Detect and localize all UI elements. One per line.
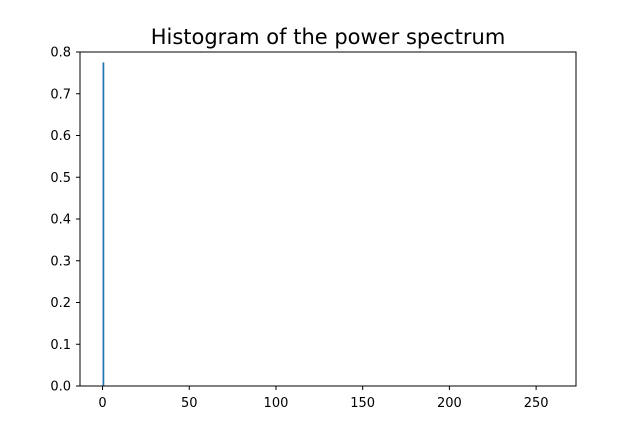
y-tick-label: 0.4 [50, 213, 71, 228]
chart-title: Histogram of the power spectrum [151, 25, 506, 49]
x-tick-label: 50 [181, 396, 198, 411]
x-axis: 0 50 100 150 200 250 [98, 386, 549, 411]
y-axis: 0.0 0.1 0.2 0.3 0.4 0.5 0.6 0.7 0.8 [50, 46, 80, 395]
x-tick-label: 150 [350, 396, 375, 411]
y-tick-label: 0.3 [50, 254, 71, 269]
y-tick-label: 0.0 [50, 380, 71, 395]
bars-layer [102, 62, 105, 386]
y-tick-label: 0.7 [50, 87, 71, 102]
y-tick-label: 0.6 [50, 129, 71, 144]
histogram-bar [102, 62, 105, 386]
x-tick-label: 250 [524, 396, 549, 411]
y-tick-label: 0.8 [50, 46, 71, 61]
y-tick-label: 0.5 [50, 171, 71, 186]
y-tick-label: 0.1 [50, 338, 71, 353]
x-tick-label: 200 [437, 396, 462, 411]
x-tick-label: 0 [98, 396, 106, 411]
x-tick-label: 100 [264, 396, 289, 411]
y-tick-label: 0.2 [50, 296, 71, 311]
